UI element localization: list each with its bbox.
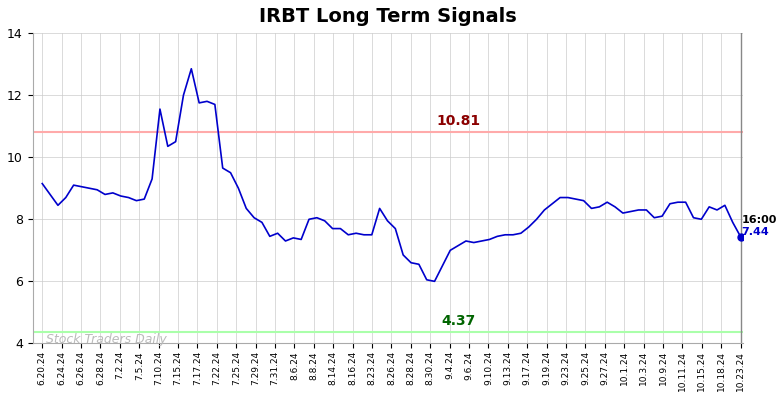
Text: 7.44: 7.44 [742, 227, 769, 237]
Title: IRBT Long Term Signals: IRBT Long Term Signals [259, 7, 517, 26]
Text: Stock Traders Daily: Stock Traders Daily [46, 334, 167, 347]
Text: 4.37: 4.37 [441, 314, 476, 328]
Text: 10.81: 10.81 [437, 114, 481, 128]
Text: 16:00: 16:00 [742, 215, 777, 224]
